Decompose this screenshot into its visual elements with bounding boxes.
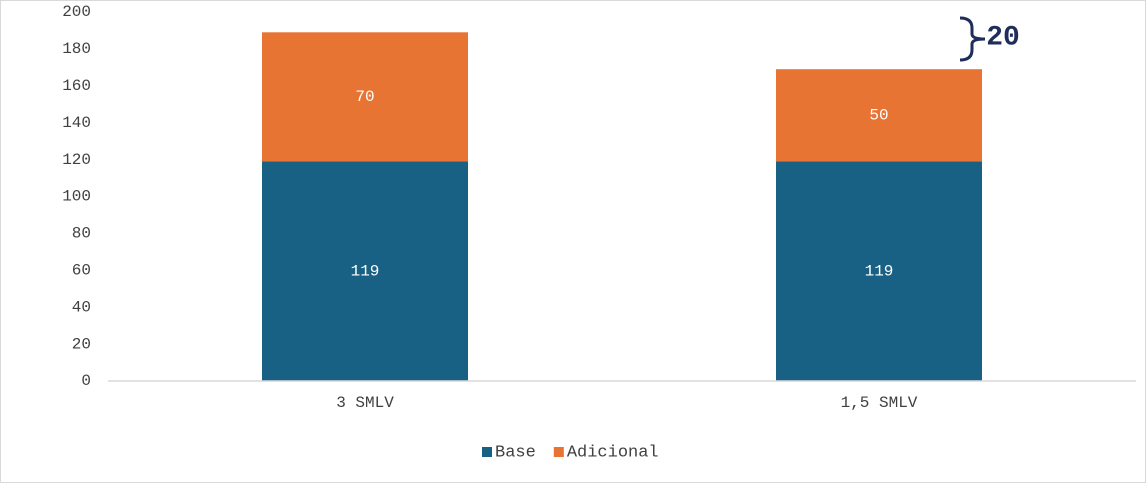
y-tick-label: 160 [62, 77, 91, 95]
y-tick-label: 120 [62, 151, 91, 169]
data-label: 70 [355, 88, 374, 106]
y-tick-label: 140 [62, 114, 91, 132]
bar-segment [776, 161, 982, 381]
brace [959, 16, 986, 62]
x-tick-label: 3 SMLV [336, 394, 394, 412]
bar-segment [776, 69, 982, 162]
legend-label: Base [495, 443, 536, 462]
y-tick-label: 20 [72, 335, 91, 353]
y-tick-label: 60 [72, 262, 91, 280]
y-tick-label: 180 [62, 40, 91, 58]
legend-swatch [482, 447, 492, 457]
y-tick-label: 200 [62, 3, 91, 21]
y-tick-label: 0 [81, 372, 91, 390]
data-label: 50 [869, 107, 888, 125]
x-tick-label: 1,5 SMLV [841, 394, 918, 412]
bar-segment [262, 32, 468, 162]
data-label: 119 [351, 262, 380, 280]
legend-label: Adicional [567, 443, 659, 462]
y-tick-label: 40 [72, 298, 91, 316]
legend-swatch [553, 447, 564, 457]
y-tick-label: 100 [62, 188, 91, 206]
data-label: 119 [865, 262, 894, 280]
y-tick-label: 80 [72, 225, 91, 243]
annotation: 20 [986, 22, 1020, 53]
bar-segment [262, 161, 468, 381]
